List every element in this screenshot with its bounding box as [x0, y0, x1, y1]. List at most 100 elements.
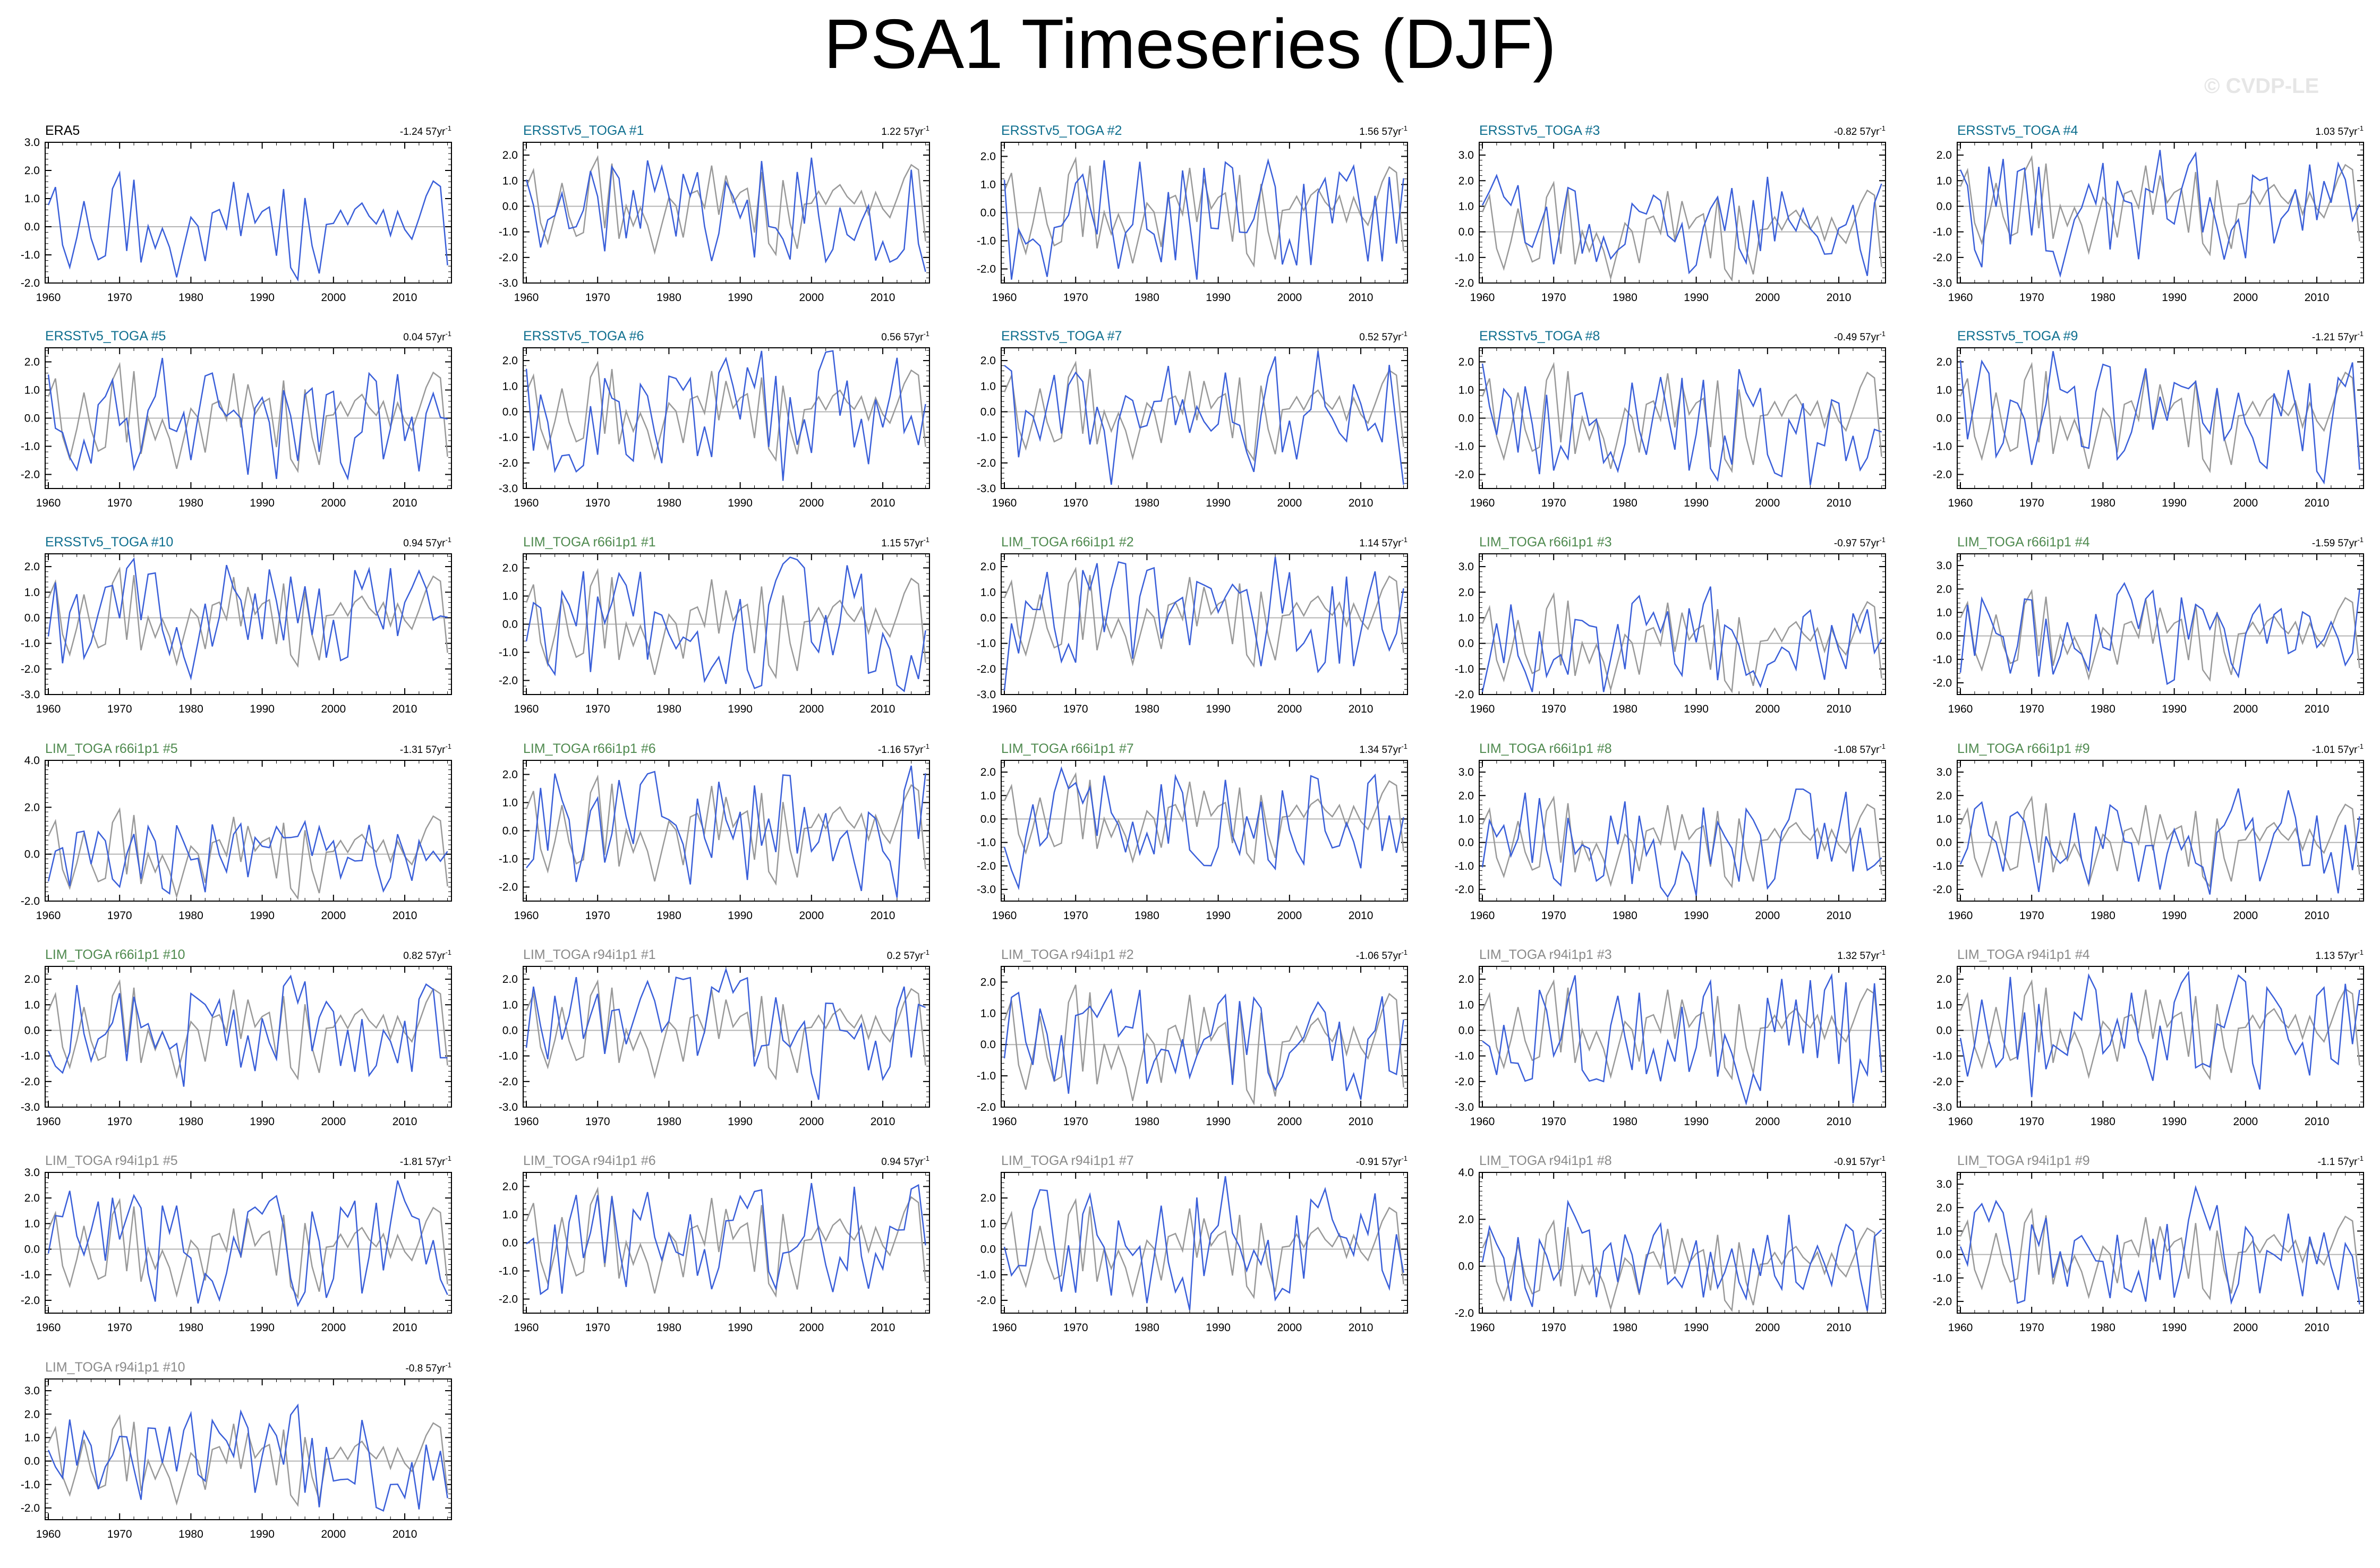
x-tick-label: 2000 [321, 1116, 346, 1128]
y-tick-label: 1.0 [24, 999, 40, 1011]
obs-series-line [525, 979, 926, 1081]
y-tick-label: -1.0 [499, 1265, 518, 1278]
y-tick-label: 0.0 [980, 1244, 996, 1256]
x-tick-label: 2010 [2305, 703, 2330, 715]
y-tick-label: 0.0 [980, 1039, 996, 1051]
x-tick-label: 1990 [2162, 497, 2187, 509]
y-tick-label: -1.0 [499, 432, 518, 444]
x-tick-label: 1960 [36, 1322, 61, 1334]
y-tick-label: -3.0 [21, 689, 40, 701]
x-tick-label: 1990 [2162, 910, 2187, 922]
y-tick-label: -2.0 [499, 881, 518, 894]
member-series-line [1003, 1176, 1404, 1310]
timeseries-panel: LIM_TOGA r66i1p1 #6 -1.16 57yr-1 2.0 1.0 0.0… [478, 731, 943, 925]
x-tick-label: 2010 [393, 1322, 417, 1334]
timeseries-panel: LIM_TOGA r94i1p1 #1 0.2 57yr-1 2.0 1.0 0.0 -1… [478, 937, 943, 1131]
x-tick-label: 2010 [1827, 703, 1852, 715]
x-tick-label: 2000 [1277, 497, 1302, 509]
obs-series-line [1481, 181, 1882, 282]
y-tick-label: 1.0 [24, 1218, 40, 1230]
panel-title: ERSSTv5_TOGA #10 [45, 535, 173, 550]
x-tick-label: 1970 [1541, 703, 1566, 715]
chart-svg: LIM_TOGA r66i1p1 #7 1.34 57yr-1 2.0 1.0 0.0 -… [977, 741, 1408, 922]
y-tick-label: 1.0 [980, 1007, 996, 1019]
y-tick-label: 1.0 [502, 380, 518, 392]
timeseries-panel: LIM_TOGA r94i1p1 #8 -0.91 57yr-1 4.0 2.0 0.0… [1434, 1143, 1899, 1337]
plot-frame [1957, 142, 2364, 284]
x-tick-label: 2010 [2305, 1322, 2330, 1334]
chart-svg: ERSSTv5_TOGA #2 1.56 57yr-1 2.0 1.0 0.0 -1.0 -… [977, 123, 1408, 304]
x-tick-label: 1960 [1948, 703, 1973, 715]
y-tick-label: 2.0 [1458, 356, 1474, 369]
x-tick-label: 2010 [871, 497, 895, 509]
chart-svg: ERSSTv5_TOGA #8 -0.49 57yr-1 2.0 1.0 0.0 -1.0… [1455, 329, 1886, 509]
x-tick-label: 1980 [1613, 1116, 1637, 1128]
y-tick-label: -2.0 [1455, 1307, 1474, 1319]
x-tick-label: 1990 [2162, 1116, 2187, 1128]
x-tick-label: 1980 [656, 1322, 681, 1334]
y-tick-label: 2.0 [980, 976, 996, 988]
x-tick-label: 1980 [178, 1528, 203, 1540]
y-tick-label: 2.0 [980, 1192, 996, 1204]
member-series-line [525, 157, 926, 272]
y-tick-label: -1.0 [1455, 441, 1474, 453]
x-tick-label: 1980 [178, 1322, 203, 1334]
trend-label: -1.1 57yr-1 [2317, 1154, 2364, 1168]
y-tick-label: -1.0 [977, 432, 996, 444]
y-tick-label: 2.0 [24, 1192, 40, 1204]
x-tick-label: 1980 [2091, 1322, 2115, 1334]
y-tick-label: -1.0 [1933, 1050, 1952, 1063]
x-tick-label: 1960 [1470, 497, 1495, 509]
x-tick-label: 1990 [250, 497, 275, 509]
y-tick-label: 0.0 [1458, 413, 1474, 425]
x-tick-label: 1960 [992, 497, 1017, 509]
x-tick-label: 1970 [1063, 703, 1088, 715]
x-tick-label: 1980 [656, 497, 681, 509]
timeseries-panel: LIM_TOGA r66i1p1 #2 1.14 57yr-1 2.0 1.0 0.0 -… [956, 525, 1421, 718]
trend-label: -0.97 57yr-1 [1834, 536, 1886, 549]
y-tick-label: 0.0 [502, 200, 518, 212]
timeseries-panel: LIM_TOGA r94i1p1 #3 1.32 57yr-1 2.0 1.0 0.0 -… [1434, 937, 1899, 1131]
y-tick-label: 0.0 [24, 1024, 40, 1036]
chart-svg: ERA5 -1.24 57yr-1 3.0 2.0 1.0 0.0 -1.0 -2.0 1960… [21, 123, 452, 304]
x-tick-label: 2000 [799, 1322, 824, 1334]
y-tick-label: -1.0 [977, 837, 996, 849]
x-tick-label: 1990 [1684, 1322, 1709, 1334]
member-series-line [526, 765, 926, 898]
x-tick-label: 1960 [514, 292, 539, 304]
y-tick-label: -1.0 [21, 638, 40, 650]
x-tick-label: 2000 [2233, 910, 2258, 922]
x-tick-label: 2000 [2233, 497, 2258, 509]
x-tick-label: 1960 [1948, 1322, 1973, 1334]
panel-title: ERSSTv5_TOGA #9 [1957, 329, 2078, 344]
x-tick-label: 1970 [2019, 497, 2044, 509]
trend-label: -0.91 57yr-1 [1834, 1154, 1886, 1168]
obs-series-line [47, 979, 448, 1081]
y-tick-label: -1.0 [499, 226, 518, 238]
panel-title: ERA5 [45, 123, 80, 138]
x-tick-label: 1980 [1613, 497, 1637, 509]
panel-title: ERSSTv5_TOGA #7 [1001, 329, 1122, 344]
obs-series-line [1959, 362, 2360, 474]
x-tick-label: 1960 [1948, 292, 1973, 304]
y-tick-label: 1.0 [1937, 175, 1952, 187]
y-tick-label: -1.0 [499, 853, 518, 866]
panel-title: LIM_TOGA r94i1p1 #6 [523, 1153, 656, 1168]
chart-svg: LIM_TOGA r94i1p1 #5 -1.81 57yr-1 3.0 2.0 1.0… [21, 1153, 452, 1334]
y-tick-label: -3.0 [499, 277, 518, 289]
obs-series-line [1481, 1219, 1882, 1313]
member-series-line [1003, 766, 1404, 890]
timeseries-panel: LIM_TOGA r66i1p1 #10 0.82 57yr-1 2.0 1.0 0.0… [0, 937, 465, 1131]
trend-label: 0.2 57yr-1 [887, 948, 929, 962]
x-tick-label: 2010 [871, 910, 895, 922]
timeseries-panel: LIM_TOGA r94i1p1 #4 1.13 57yr-1 2.0 1.0 0.0 -… [1912, 937, 2377, 1131]
x-tick-label: 1990 [250, 703, 275, 715]
y-tick-label: -2.0 [1455, 277, 1474, 289]
x-tick-label: 1980 [178, 703, 203, 715]
y-tick-label: 2.0 [980, 766, 996, 778]
y-tick-label: 2.0 [1458, 175, 1474, 187]
y-tick-label: 2.0 [1937, 1202, 1952, 1214]
y-tick-label: -3.0 [977, 483, 996, 495]
trend-label: 1.13 57yr-1 [2315, 948, 2364, 962]
trend-label: -0.82 57yr-1 [1834, 124, 1886, 138]
